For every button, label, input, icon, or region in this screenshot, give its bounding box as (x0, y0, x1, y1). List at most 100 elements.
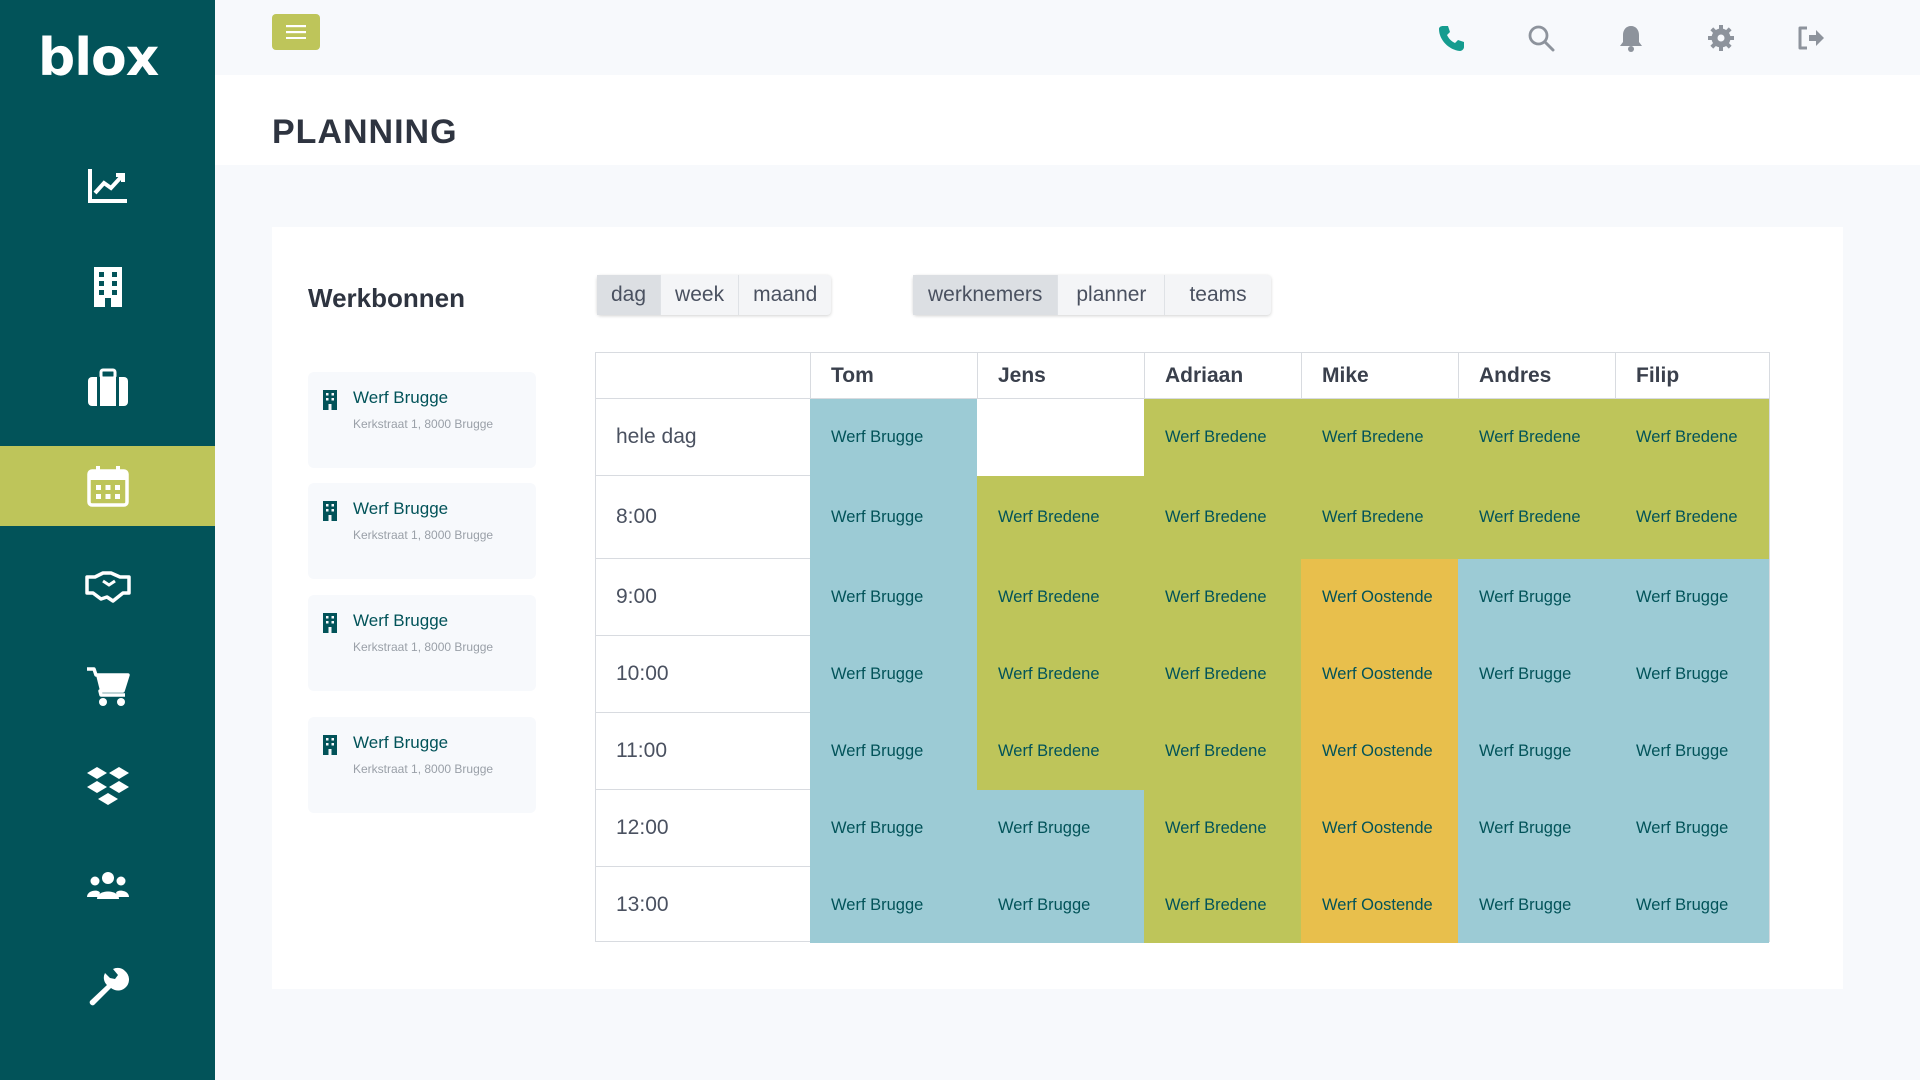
boxes-icon (86, 767, 129, 805)
view-option-month[interactable]: maand (753, 283, 818, 306)
sidebar-item-materials[interactable] (0, 746, 215, 826)
schedule-cell[interactable]: Werf Brugge (1615, 559, 1769, 636)
schedule-cell[interactable]: Werf Bredene (1615, 476, 1769, 559)
page-title: PLANNING (272, 113, 458, 151)
schedule-cell[interactable]: Werf Brugge (977, 790, 1144, 867)
schedule-header: Tom Jens Adriaan Mike Andres Filip (596, 353, 1769, 399)
schedule-cell[interactable]: Werf Brugge (1458, 790, 1615, 867)
sidebar-item-orders[interactable] (0, 646, 215, 726)
users-icon (86, 872, 129, 899)
building-icon (323, 390, 337, 410)
mode-option-teams[interactable]: teams (1189, 283, 1247, 306)
bell-icon (1620, 26, 1642, 52)
schedule-cell[interactable]: Werf Bredene (1144, 713, 1301, 790)
schedule-cell[interactable]: Werf Brugge (1458, 559, 1615, 636)
building-icon (93, 267, 122, 307)
schedule-cell[interactable]: Werf Bredene (977, 636, 1144, 713)
view-option-day[interactable]: dag (597, 275, 662, 315)
schedule-cell[interactable]: Werf Bredene (1458, 476, 1615, 559)
schedule-cell[interactable]: Werf Brugge (1615, 867, 1769, 943)
schedule-cell[interactable]: Werf Bredene (1144, 867, 1301, 943)
building-icon (323, 501, 337, 521)
schedule-cell[interactable]: Werf Bredene (1144, 559, 1301, 636)
settings-button[interactable] (1705, 22, 1737, 54)
logout-button[interactable] (1795, 22, 1827, 54)
hamburger-icon (286, 25, 306, 39)
schedule-cell[interactable]: Werf Oostende (1301, 713, 1458, 790)
column-header-adriaan: Adriaan (1144, 353, 1301, 398)
app-logo[interactable]: blox (38, 28, 159, 88)
schedule-cell[interactable]: Werf Oostende (1301, 790, 1458, 867)
schedule-cell[interactable]: Werf Brugge (810, 559, 977, 636)
schedule-cell[interactable]: Werf Brugge (1458, 636, 1615, 713)
schedule-cell[interactable] (977, 399, 1144, 476)
workorder-card[interactable]: Werf Brugge Kerkstraat 1, 8000 Brugge (308, 595, 536, 691)
workorder-name: Werf Brugge (353, 611, 449, 630)
schedule-cell[interactable]: Werf Brugge (810, 867, 977, 943)
time-slot-label: 10:00 (596, 636, 810, 713)
planning-card: Werkbonnen dag week maand werknemers pla… (272, 227, 1843, 989)
mode-option-employees[interactable]: werknemers (913, 275, 1059, 315)
schedule-cell[interactable]: Werf Brugge (1458, 713, 1615, 790)
search-button[interactable] (1525, 22, 1557, 54)
sidebar-item-planning[interactable] (0, 446, 215, 526)
time-slot-label: 12:00 (596, 790, 810, 867)
sidebar-item-projects[interactable] (0, 348, 215, 428)
column-header-filip: Filip (1615, 353, 1769, 398)
column-header-mike: Mike (1301, 353, 1458, 398)
menu-toggle-button[interactable] (272, 14, 320, 50)
schedule-cell[interactable]: Werf Brugge (1615, 790, 1769, 867)
schedule-cell[interactable]: Werf Oostende (1301, 636, 1458, 713)
schedule-cell[interactable]: Werf Brugge (977, 867, 1144, 943)
sidebar-item-clients[interactable] (0, 546, 215, 626)
gear-icon (1708, 25, 1734, 51)
workorder-card[interactable]: Werf Brugge Kerkstraat 1, 8000 Brugge (308, 717, 536, 813)
briefcase-icon (87, 368, 128, 406)
workorder-card[interactable]: Werf Brugge Kerkstraat 1, 8000 Brugge (308, 483, 536, 579)
schedule-cell[interactable]: Werf Brugge (1615, 713, 1769, 790)
schedule-cell[interactable]: Werf Bredene (1144, 790, 1301, 867)
schedule-cell[interactable]: Werf Oostende (1301, 867, 1458, 943)
calendar-icon (86, 466, 129, 507)
logout-icon (1798, 26, 1824, 50)
schedule-cell[interactable]: Werf Bredene (1615, 399, 1769, 476)
sidebar-item-dashboard[interactable] (0, 146, 215, 226)
schedule-cell[interactable]: Werf Oostende (1301, 559, 1458, 636)
schedule-cell[interactable]: Werf Bredene (977, 559, 1144, 636)
sidebar-item-buildings[interactable] (0, 247, 215, 327)
handshake-icon (84, 571, 131, 603)
schedule-cell[interactable]: Werf Bredene (977, 476, 1144, 559)
view-option-week[interactable]: week (661, 275, 740, 315)
mode-option-planner[interactable]: planner (1058, 275, 1166, 315)
sidebar-item-settings[interactable] (0, 946, 215, 1026)
schedule-cell[interactable]: Werf Bredene (1144, 636, 1301, 713)
sidebar: blox (0, 0, 215, 1080)
schedule-cell[interactable]: Werf Bredene (1301, 399, 1458, 476)
time-slot-label: 13:00 (616, 893, 669, 916)
time-slot-label: hele dag (596, 399, 810, 476)
schedule-cell[interactable]: Werf Brugge (1615, 636, 1769, 713)
phone-button[interactable] (1435, 22, 1467, 54)
top-bar (215, 0, 1920, 75)
notifications-button[interactable] (1615, 22, 1647, 54)
schedule-cell[interactable]: Werf Bredene (1144, 476, 1301, 559)
schedule-cell[interactable]: Werf Brugge (1458, 867, 1615, 943)
search-icon (1528, 25, 1555, 52)
workorder-address: Kerkstraat 1, 8000 Brugge (353, 762, 494, 776)
schedule-cell[interactable]: Werf Brugge (810, 636, 977, 713)
time-slot-label: 11:00 (596, 713, 810, 790)
schedule-cell[interactable]: Werf Brugge (810, 713, 977, 790)
wrench-icon (89, 967, 129, 1006)
schedule-cell[interactable]: Werf Bredene (1144, 399, 1301, 476)
schedule-cell[interactable]: Werf Brugge (810, 476, 977, 559)
schedule-cell[interactable]: Werf Bredene (1458, 399, 1615, 476)
workorder-address: Kerkstraat 1, 8000 Brugge (353, 640, 494, 654)
time-slot-label: 9:00 (596, 559, 810, 636)
sidebar-item-team[interactable] (0, 846, 215, 926)
chart-line-icon (87, 169, 127, 203)
schedule-cell[interactable]: Werf Brugge (810, 790, 977, 867)
schedule-cell[interactable]: Werf Bredene (977, 713, 1144, 790)
schedule-cell[interactable]: Werf Bredene (1301, 476, 1458, 559)
schedule-cell[interactable]: Werf Brugge (810, 399, 977, 476)
workorder-card[interactable]: Werf Brugge Kerkstraat 1, 8000 Brugge (308, 372, 536, 468)
